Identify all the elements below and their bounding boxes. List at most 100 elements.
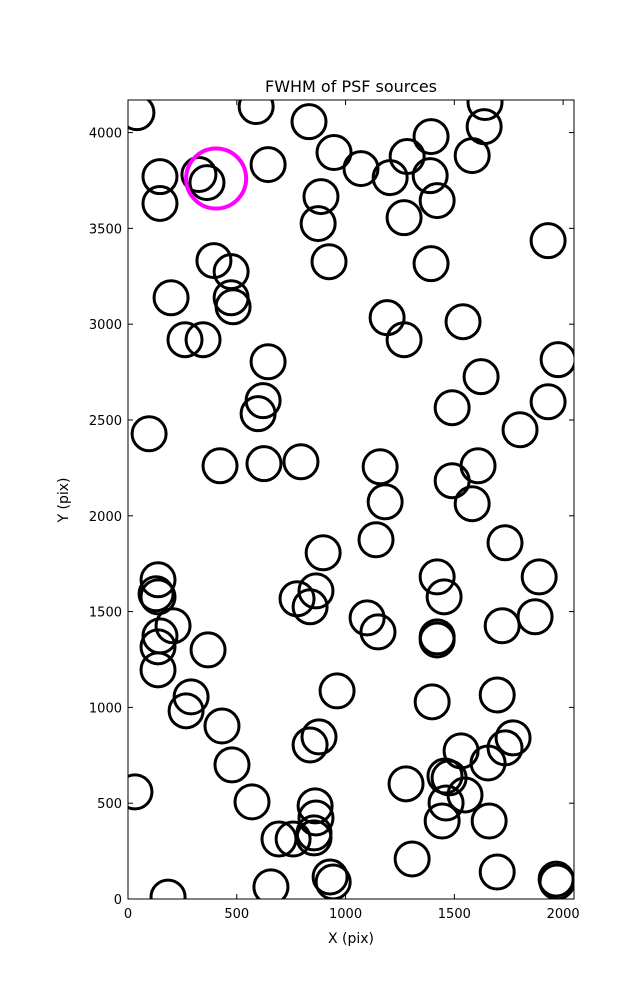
source-circle (149, 878, 187, 899)
source-circle (388, 138, 426, 176)
source-circle (184, 146, 249, 211)
source-circle (433, 462, 471, 500)
y-tick-label: 2000 (89, 510, 122, 525)
source-circle (318, 672, 356, 710)
source-circle (359, 613, 397, 651)
source-circle (393, 840, 431, 878)
source-circle (311, 858, 349, 896)
source-circle (299, 205, 337, 243)
source-circle (139, 578, 177, 616)
y-tick-label: 500 (97, 797, 122, 812)
source-circle (297, 799, 335, 837)
source-circle (139, 651, 177, 689)
source-circle (425, 578, 463, 616)
source-circle (290, 103, 328, 141)
source-circle (300, 718, 338, 756)
source-circle (529, 222, 567, 260)
source-circle (139, 628, 177, 666)
x-tick-label: 2000 (547, 907, 580, 922)
y-tick-label: 3000 (89, 318, 122, 333)
source-circle (291, 588, 329, 626)
source-circle (357, 521, 395, 559)
source-circle (137, 575, 175, 613)
source-circle (516, 598, 554, 636)
y-tick-label: 3500 (89, 222, 122, 237)
source-circle (446, 776, 484, 814)
source-circle (361, 448, 399, 486)
source-circle (188, 164, 226, 202)
source-circle (348, 599, 386, 637)
source-circle (239, 395, 277, 433)
source-circle (130, 415, 168, 453)
source-circle (214, 288, 252, 326)
source-circle (213, 746, 251, 784)
source-circle (237, 100, 275, 126)
source-circle (501, 411, 539, 449)
source-circle (520, 558, 558, 596)
source-circle (423, 802, 461, 840)
source-circle (486, 524, 524, 562)
source-circle (412, 245, 450, 283)
source-circle (418, 558, 456, 596)
source-circle (470, 802, 508, 840)
chart-title: FWHM of PSF sources (265, 77, 437, 96)
source-circle (310, 243, 348, 281)
y-tick-label: 2500 (89, 414, 122, 429)
source-circle (304, 534, 342, 572)
source-circle (201, 447, 239, 485)
y-axis-label: Y (pix) (56, 478, 72, 524)
source-circle (282, 443, 320, 481)
source-circle (249, 146, 287, 184)
x-axis-label: X (pix) (328, 931, 374, 947)
axes-frame (127, 99, 575, 900)
source-circle (478, 853, 516, 891)
source-circle (167, 692, 205, 730)
source-circle (453, 485, 491, 523)
source-circle (128, 100, 156, 132)
source-circle (433, 389, 471, 427)
source-circle (141, 158, 179, 196)
source-circle (385, 199, 423, 237)
source-circle (189, 631, 227, 669)
y-tick-label: 1000 (89, 701, 122, 716)
source-circle (478, 676, 516, 714)
source-circle (494, 719, 532, 757)
source-circle (252, 868, 290, 899)
source-circle (184, 321, 222, 359)
source-circle (274, 820, 312, 858)
x-tick-label: 1500 (438, 907, 471, 922)
source-circle (366, 483, 404, 521)
source-circle (427, 784, 465, 822)
source-circle (166, 321, 204, 359)
x-tick-label: 0 (124, 907, 132, 922)
source-circle (180, 156, 218, 194)
source-circle (342, 150, 380, 188)
source-circle (295, 819, 333, 857)
source-circle (139, 561, 177, 599)
source-circle (412, 118, 450, 156)
source-circle (453, 137, 491, 175)
x-tick-label: 500 (224, 907, 249, 922)
source-circle (539, 341, 574, 379)
source-circle (291, 726, 329, 764)
source-circle (233, 783, 271, 821)
source-circle (245, 445, 283, 483)
source-circle (203, 707, 241, 745)
source-circle (411, 157, 449, 195)
source-circle (152, 279, 190, 317)
y-tick-label: 4000 (89, 127, 122, 142)
source-circle (128, 773, 154, 811)
source-circle (315, 134, 353, 172)
source-circle (444, 303, 482, 341)
source-circle (387, 765, 425, 803)
source-circle (466, 100, 504, 121)
source-circle (462, 358, 500, 396)
x-tick-label: 1000 (329, 907, 362, 922)
source-circle (418, 182, 456, 220)
source-circle (529, 383, 567, 421)
source-circle (141, 184, 179, 222)
source-circle (418, 621, 456, 659)
source-circle (385, 321, 423, 359)
source-circle (249, 343, 287, 381)
